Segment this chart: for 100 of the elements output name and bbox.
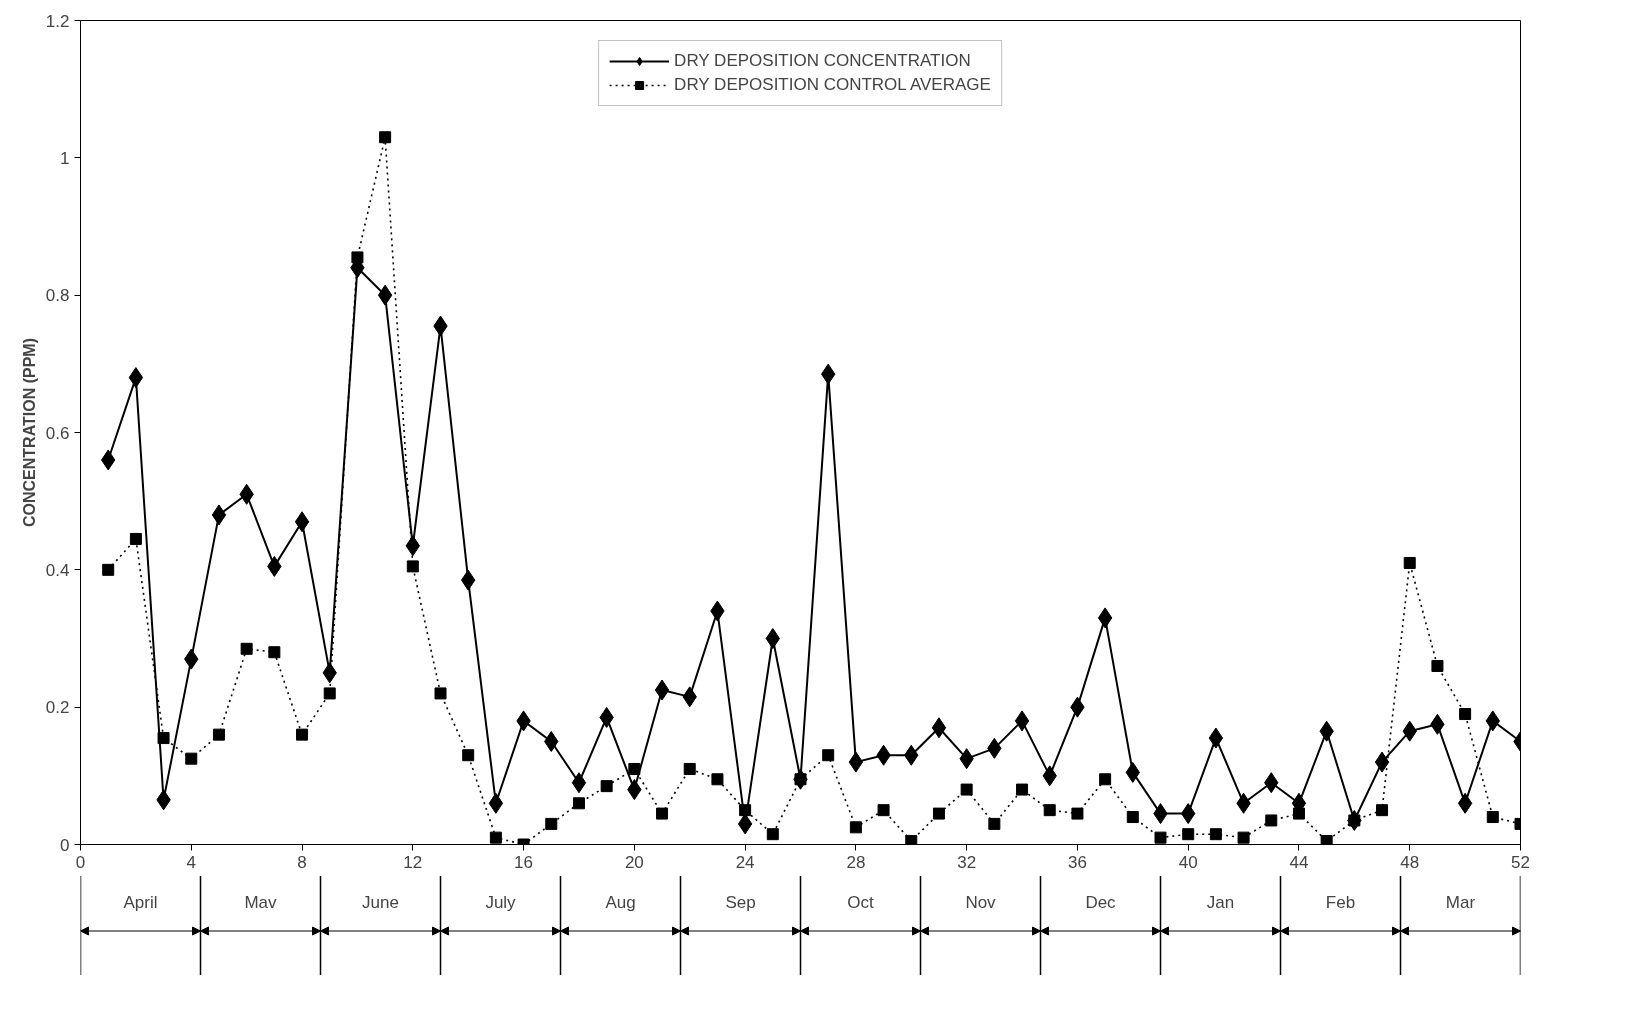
y-tick-label: 0.4 — [45, 560, 70, 580]
text: June — [362, 893, 399, 913]
x-tick-label: 48 — [1400, 852, 1420, 872]
x-tick-label: 24 — [735, 852, 755, 872]
point — [1071, 807, 1084, 820]
point — [488, 792, 504, 814]
point — [628, 762, 641, 775]
point — [656, 807, 669, 820]
point — [268, 646, 281, 659]
point — [545, 817, 558, 830]
point — [1097, 607, 1113, 629]
point — [294, 511, 310, 533]
legend-label: DRY DEPOSITION CONTROL AVERAGE — [674, 75, 991, 95]
point — [128, 367, 144, 389]
point — [211, 504, 227, 526]
text: Mar — [1445, 893, 1476, 913]
point — [931, 717, 947, 739]
point — [462, 749, 475, 762]
x-tick-label: 4 — [186, 852, 197, 872]
point — [683, 762, 696, 775]
text: July — [485, 893, 517, 913]
point — [1237, 831, 1250, 844]
x-tick-label: 32 — [957, 852, 977, 872]
point — [351, 251, 364, 264]
point — [489, 831, 502, 844]
point — [1431, 659, 1444, 672]
point — [102, 563, 115, 576]
point — [988, 817, 1001, 830]
text: Aug — [605, 893, 636, 913]
x-tick-label: 52 — [1511, 852, 1530, 872]
point — [379, 131, 392, 144]
point — [849, 821, 862, 834]
point — [1043, 804, 1056, 817]
text: Mav — [244, 893, 278, 913]
point — [212, 728, 225, 741]
text: Jan — [1206, 893, 1235, 913]
point — [240, 642, 253, 655]
legend-label: DRY DEPOSITION CONCENTRATION — [674, 51, 971, 71]
point — [129, 532, 142, 545]
x-tick-label: 16 — [514, 852, 534, 872]
y-tick-label: 1 — [60, 148, 70, 168]
text: Dec — [1085, 893, 1117, 913]
x-tick-label: 44 — [1289, 852, 1309, 872]
point — [406, 560, 419, 573]
x-tick-label: 20 — [624, 852, 644, 872]
point — [766, 828, 779, 841]
text: Nov — [965, 893, 997, 913]
x-tick-label: 40 — [1178, 852, 1198, 872]
point — [434, 687, 447, 700]
point — [848, 751, 864, 773]
point — [1486, 811, 1499, 824]
y-tick-label: 0 — [60, 835, 70, 855]
x-tick-label: 0 — [75, 852, 86, 872]
point — [185, 752, 198, 765]
y-tick-label: 0.6 — [45, 423, 70, 443]
point — [877, 804, 890, 817]
point — [1457, 792, 1473, 814]
point — [157, 732, 170, 745]
point — [377, 284, 393, 306]
point — [737, 813, 753, 835]
point — [1099, 773, 1112, 786]
point — [739, 804, 752, 817]
point — [1126, 811, 1139, 824]
point — [932, 807, 945, 820]
point — [1292, 807, 1305, 820]
y-tick-label: 0.8 — [45, 286, 70, 306]
point — [1265, 814, 1278, 827]
point — [711, 773, 724, 786]
text: Oct — [847, 893, 874, 913]
y-tick-label: 0.2 — [45, 698, 70, 718]
point — [960, 783, 973, 796]
x-tick-label: 8 — [297, 852, 307, 872]
point — [1208, 727, 1224, 749]
point — [571, 772, 587, 794]
point — [654, 679, 670, 701]
point — [1209, 828, 1222, 841]
point — [1459, 708, 1472, 721]
point — [1154, 831, 1167, 844]
point — [1403, 556, 1416, 569]
point — [600, 780, 613, 793]
point — [1374, 751, 1390, 773]
point — [1182, 828, 1195, 841]
point — [765, 628, 780, 649]
x-tick-label: 28 — [846, 852, 866, 872]
point — [572, 797, 585, 810]
point — [1016, 783, 1029, 796]
text: April — [123, 893, 158, 913]
x-tick-label: 36 — [1067, 852, 1087, 872]
point — [1014, 710, 1030, 732]
point — [1376, 804, 1389, 817]
y-axis-title: CONCENTRATION (PPM) — [20, 337, 38, 528]
text: Sep — [725, 893, 756, 913]
point — [822, 749, 835, 762]
point — [323, 687, 336, 700]
point — [1320, 835, 1333, 845]
point — [296, 728, 309, 741]
y-tick-label: 1.2 — [45, 11, 70, 31]
point — [905, 835, 918, 845]
point — [544, 731, 559, 752]
x-tick-label: 12 — [403, 852, 423, 872]
